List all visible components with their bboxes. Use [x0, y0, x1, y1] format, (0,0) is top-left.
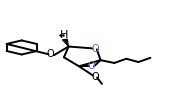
Text: O: O [88, 61, 95, 71]
Text: O: O [91, 72, 99, 82]
Text: O: O [46, 49, 54, 59]
Text: O: O [91, 44, 99, 54]
Text: H: H [60, 30, 68, 40]
